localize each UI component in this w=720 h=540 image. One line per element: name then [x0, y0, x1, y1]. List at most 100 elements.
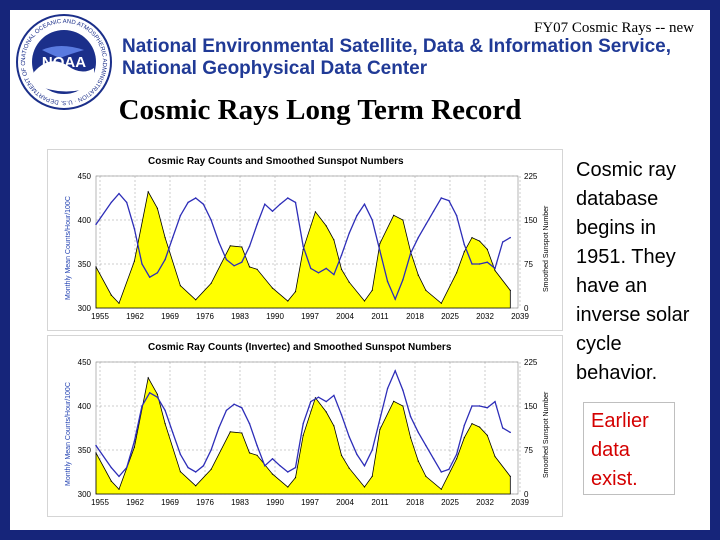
- y2-tick-label: 150: [524, 216, 538, 225]
- y2-tick-label: 225: [524, 172, 538, 181]
- sunspot-point: [340, 268, 343, 270]
- sunspot-point: [440, 302, 442, 304]
- cosmic-ray-point: [325, 400, 327, 403]
- y2-tick-label: 0: [524, 490, 529, 499]
- chart-cosmic-rays-inverted: Cosmic Ray Counts (Invertec) and Smoothe…: [48, 336, 562, 516]
- cosmic-ray-point: [417, 431, 419, 434]
- cosmic-ray-point: [356, 453, 358, 456]
- x-tick-label: 1997: [301, 498, 319, 507]
- cosmic-ray-point: [264, 203, 266, 205]
- cosmic-ray-point: [478, 263, 481, 265]
- sunspot-point: [486, 248, 488, 250]
- cosmic-ray-point: [271, 458, 274, 460]
- sunspot-point: [440, 488, 442, 490]
- sunspot-point: [463, 437, 465, 439]
- cosmic-ray-point: [455, 214, 458, 217]
- cosmic-ray-point: [248, 422, 251, 425]
- cosmic-ray-point: [294, 201, 297, 204]
- sunspot-point: [333, 239, 335, 241]
- cosmic-ray-point: [417, 236, 419, 239]
- cosmic-ray-point: [241, 407, 243, 409]
- cosmic-ray-point: [187, 466, 189, 469]
- sunspot-point: [195, 485, 197, 487]
- body-text: Cosmic ray database begins in 1951. They…: [576, 159, 690, 384]
- sunspot-point: [294, 477, 297, 479]
- sunspot-point: [463, 251, 465, 253]
- y-tick-label: 450: [78, 358, 92, 367]
- cosmic-ray-point: [317, 272, 320, 274]
- x-tick-label: 2004: [336, 312, 354, 321]
- org-line-2: National Geophysical Data Center: [122, 58, 428, 79]
- cosmic-ray-point: [394, 370, 396, 372]
- x-tick-label: 2032: [476, 498, 494, 507]
- cosmic-ray-point: [95, 444, 97, 447]
- sunspot-point: [509, 475, 511, 477]
- cosmic-ray-point: [448, 199, 450, 202]
- sunspot-point: [425, 475, 427, 477]
- cosmic-ray-point: [210, 449, 212, 451]
- cosmic-ray-point: [325, 267, 327, 270]
- sunspot-point: [479, 426, 481, 428]
- cosmic-ray-point: [179, 214, 182, 217]
- cosmic-ray-point: [225, 258, 228, 261]
- x-tick-label: 2039: [511, 498, 529, 507]
- x-tick-label: 2032: [476, 312, 494, 321]
- cosmic-ray-point: [363, 203, 366, 205]
- sunspot-point: [156, 393, 158, 395]
- cosmic-ray-point: [279, 203, 281, 205]
- sunspot-point: [133, 260, 135, 262]
- sunspot-point: [147, 377, 149, 379]
- cosmic-ray-point: [455, 453, 458, 456]
- x-tick-label: 1990: [266, 312, 284, 321]
- cosmic-ray-point: [471, 263, 473, 265]
- sunspot-point: [494, 269, 496, 272]
- cosmic-ray-point: [126, 466, 128, 469]
- cosmic-ray-point: [440, 471, 442, 473]
- cosmic-ray-point: [294, 466, 297, 469]
- sunspot-point: [229, 245, 231, 247]
- cosmic-ray-point: [241, 261, 243, 263]
- cosmic-ray-point: [425, 223, 427, 226]
- cosmic-ray-point: [271, 210, 274, 212]
- cosmic-ray-point: [202, 465, 205, 467]
- sunspot-point: [417, 274, 419, 276]
- cosmic-ray-line: [95, 369, 511, 478]
- y2-tick-label: 75: [524, 260, 533, 269]
- cosmic-ray-point: [149, 276, 151, 278]
- cosmic-ray-point: [233, 265, 235, 267]
- cosmic-ray-point: [156, 272, 159, 274]
- sunspot-point: [348, 467, 350, 469]
- cosmic-ray-point: [432, 458, 435, 460]
- cosmic-ray-point: [425, 444, 427, 447]
- y-tick-label: 450: [78, 172, 92, 181]
- note-box: Earlier data exist.: [583, 402, 675, 495]
- slide: FY07 Cosmic Rays -- new NATIONAL OCEANIC…: [10, 10, 710, 530]
- sunspot-point: [95, 266, 97, 268]
- cosmic-ray-point: [386, 387, 389, 390]
- cosmic-ray-point: [302, 245, 304, 248]
- x-tick-label: 1962: [126, 498, 144, 507]
- sunspot-point: [110, 480, 112, 482]
- sunspot-point: [164, 423, 166, 425]
- y-axis-label: Monthly Mean Counts/Hour/100C: [65, 196, 72, 300]
- sunspot-point: [402, 405, 404, 407]
- cosmic-ray-point: [233, 403, 235, 405]
- sunspot-point: [471, 423, 473, 425]
- x-tick-label: 1983: [231, 312, 249, 321]
- sunspot-point: [287, 486, 289, 488]
- cosmic-ray-point: [371, 449, 373, 451]
- x-tick-label: 2011: [371, 312, 389, 321]
- sunspot-point: [256, 454, 258, 456]
- chart-title: Cosmic Ray Counts and Smoothed Sunspot N…: [148, 156, 404, 167]
- cosmic-ray-point: [471, 405, 473, 407]
- sunspot-point: [95, 452, 97, 454]
- x-tick-label: 1969: [161, 498, 179, 507]
- x-tick-label: 2025: [441, 498, 459, 507]
- cosmic-ray-point: [256, 223, 258, 226]
- cosmic-ray-point: [279, 465, 281, 467]
- cosmic-ray-point: [118, 192, 120, 195]
- cosmic-ray-point: [302, 422, 304, 425]
- cosmic-ray-point: [133, 440, 136, 442]
- sunspot-point: [486, 434, 488, 436]
- sunspot-point: [271, 473, 274, 475]
